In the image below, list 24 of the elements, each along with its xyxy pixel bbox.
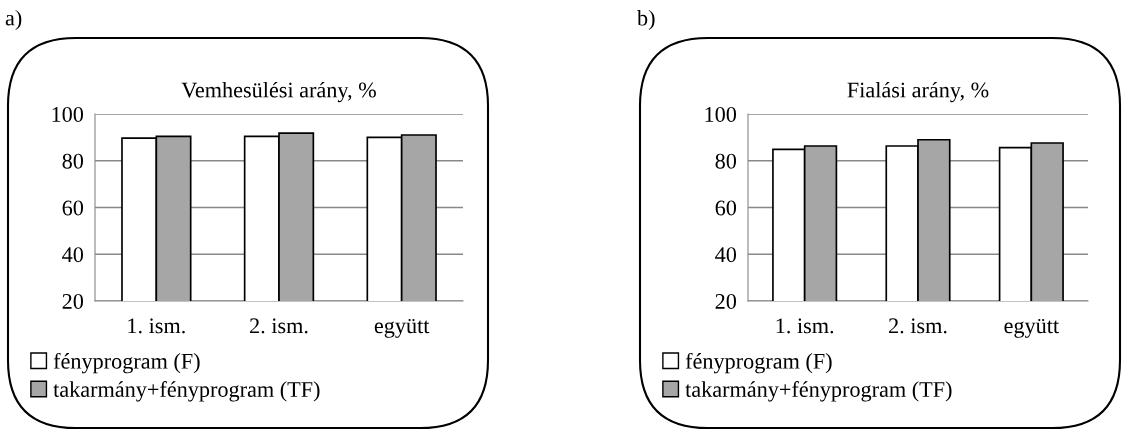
y-tick-label: 40 — [62, 247, 84, 263]
legend-label: fényprogram (F) — [685, 352, 832, 374]
chart-title: Fialási arány, % — [847, 81, 989, 103]
y-tick-label: 40 — [715, 247, 737, 263]
legend-label: takarmány+fényprogram (TF) — [53, 381, 320, 402]
y-tick-label: 100 — [52, 106, 84, 122]
legend-label: takarmány+fényprogram (TF) — [685, 381, 952, 402]
x-tick-label: 2. ism. — [250, 318, 308, 334]
x-tick-label: 2. ism. — [889, 318, 947, 334]
y-tick-label: 20 — [715, 293, 737, 309]
legend-label: fényprogram (F) — [53, 352, 200, 374]
y-tick-label: 60 — [62, 200, 84, 216]
y-tick-label: 20 — [62, 293, 84, 309]
y-tick-label: 80 — [715, 153, 737, 169]
x-tick-label: együtt — [1004, 318, 1059, 338]
y-tick-label: 100 — [705, 106, 737, 122]
y-tick-label: 60 — [715, 200, 737, 216]
x-tick-label: 1. ism. — [776, 318, 834, 334]
x-tick-label: együtt — [374, 318, 430, 338]
y-tick-label: 80 — [62, 153, 84, 169]
x-tick-label: 1. ism. — [128, 318, 185, 334]
text: a) — [5, 9, 22, 31]
text: b) — [637, 9, 655, 31]
chart-title: Vemhesülési arány, % — [181, 81, 376, 103]
